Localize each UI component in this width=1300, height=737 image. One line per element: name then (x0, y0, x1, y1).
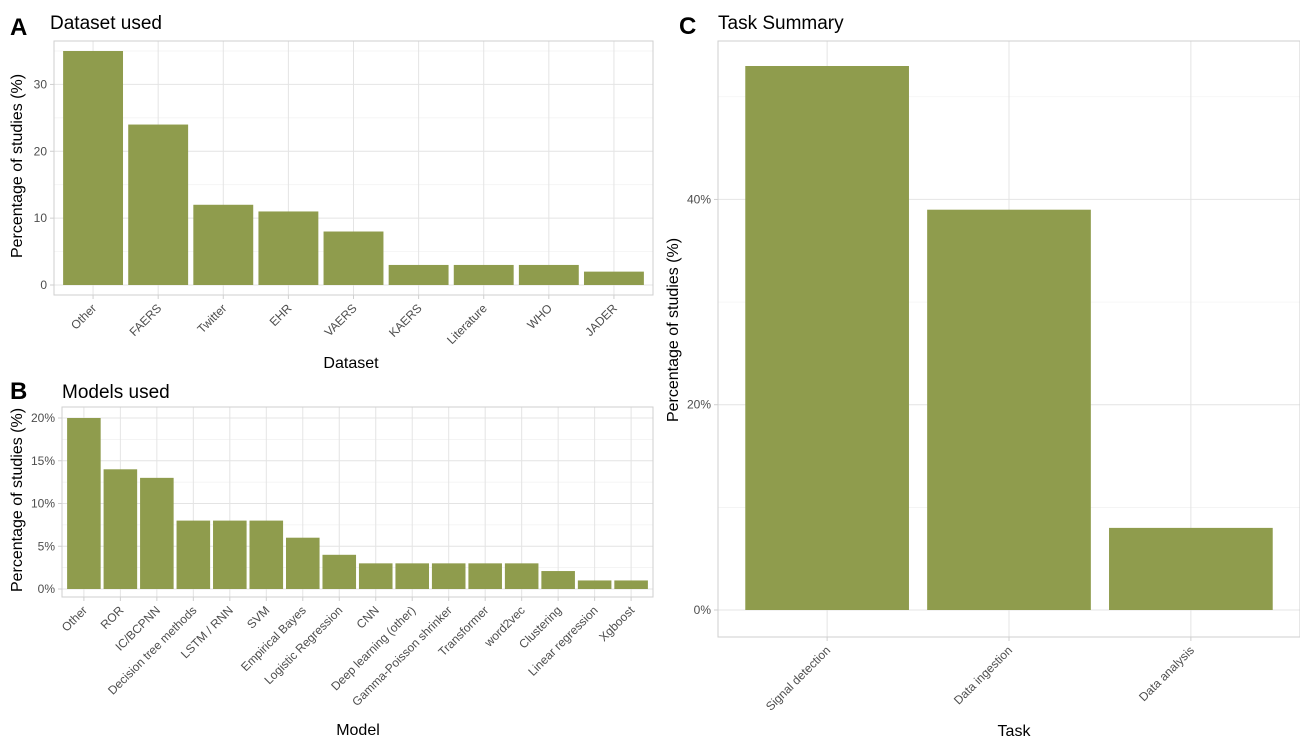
bar-other (67, 418, 101, 589)
bar-data-ingestion (927, 209, 1091, 610)
panel-models-used: B Models used 0%5%10%15%20%Other RORIC/BC… (9, 378, 654, 737)
x-tick-label-other: Other (59, 603, 90, 634)
plot-area-c: 0% 20% 40% Signal detection Data ingestion Da… (687, 40, 1300, 714)
bar-other (63, 51, 124, 285)
bar-xgboost (614, 580, 648, 589)
x-tick-label-signal-detection: Signal detection (763, 643, 833, 713)
bar-transformer (468, 563, 502, 589)
y-tick-label-b: 5% (38, 539, 56, 553)
x-axis-title-a: Dataset (323, 355, 379, 372)
bar-cnn (358, 563, 393, 589)
y-tick-label-a: 30 (34, 77, 48, 91)
y-tick-label-a: 0 (40, 278, 47, 292)
bar-twitter (193, 204, 254, 285)
x-tick-label-ror: ROR (98, 603, 127, 632)
x-tick-label-ehr: EHR (267, 301, 295, 329)
bar-ic-bcpnn (140, 477, 174, 589)
bar-who (518, 264, 579, 285)
y-tick-label-c: 20% (687, 398, 711, 412)
bar-svm (249, 520, 284, 589)
x-tick-label-who: WHO (524, 301, 555, 332)
x-tick-label-twitter: Twitter (195, 301, 230, 336)
y-axis-title-a: Percentage of studies (%) (9, 74, 26, 258)
bar-word2vec (504, 563, 539, 589)
x-tick-label-other: Other (68, 301, 99, 332)
x-tick-label-xgboost: Xgboost (596, 603, 638, 645)
x-tick-label-literature: Literature (444, 301, 490, 347)
x-tick-label-empirical-bayes: Empirical Bayes (238, 603, 309, 674)
bar-deep-learning-other (395, 563, 430, 589)
panel-letter-a: A (10, 14, 27, 41)
y-tick-label-b: 10% (31, 497, 55, 511)
chart-title-c: Task Summary (718, 13, 844, 34)
bar-lstm-rnn (213, 520, 247, 589)
bar-decision-tree-methods (176, 520, 211, 589)
chart-title-b: Models used (62, 382, 170, 403)
bar-jader (583, 271, 644, 285)
panel-border-b (61, 406, 654, 598)
panel-dataset-used: A Dataset used 0 10 20 30 Other FAERS Twitter E… (9, 13, 654, 372)
bar-ror (103, 469, 138, 589)
bar-faers (128, 124, 189, 286)
x-tick-label-svm: SVM (244, 603, 272, 631)
x-tick-label-vaers: VAERS (322, 301, 360, 339)
x-tick-label-kaers: KAERS (386, 301, 425, 340)
panel-letter-c: C (679, 13, 696, 40)
bar-data-analysis (1109, 527, 1273, 610)
chart-title-a: Dataset used (50, 13, 162, 34)
bar-gamma-poisson-shrinker (431, 563, 466, 589)
bar-ehr (258, 211, 319, 285)
panel-task-summary: C Task Summary 0% 20% 40% Signal detection D… (665, 13, 1300, 737)
x-tick-label-faers: FAERS (127, 301, 165, 339)
y-tick-label-b: 15% (31, 454, 55, 468)
x-tick-label-data-ingestion: Data ingestion (951, 643, 1015, 707)
bar-kaers (388, 264, 449, 285)
y-tick-label-b: 0% (38, 582, 56, 596)
x-axis-title-b: Model (336, 722, 380, 737)
x-tick-label-jader: JADER (582, 301, 620, 339)
bar-signal-detection (745, 66, 909, 610)
x-tick-label-linear-regression: Linear regression (525, 603, 600, 678)
bar-clustering (541, 571, 575, 589)
x-axis-title-c: Task (998, 723, 1032, 737)
y-tick-label-c: 0% (694, 603, 712, 617)
bar-linear-regression (577, 580, 612, 589)
y-axis-title-c: Percentage of studies (%) (665, 238, 682, 422)
x-tick-label-data-analysis: Data analysis (1136, 643, 1197, 704)
y-tick-label-c: 40% (687, 192, 711, 206)
y-tick-label-b: 20% (31, 411, 55, 425)
bar-literature (453, 264, 514, 285)
bar-empirical-bayes (285, 537, 320, 589)
y-tick-label-a: 10 (34, 211, 48, 225)
x-tick-label-cnn: CNN (354, 603, 382, 631)
plot-area-a: 0 10 20 30 Other FAERS Twitter EHR VAERS KAERS Lit… (34, 40, 654, 347)
bar-vaers (323, 231, 384, 285)
panel-letter-b: B (10, 378, 27, 405)
y-axis-title-b: Percentage of studies (%) (9, 408, 26, 592)
y-tick-label-a: 20 (34, 144, 48, 158)
bar-logistic-regression (322, 554, 357, 589)
